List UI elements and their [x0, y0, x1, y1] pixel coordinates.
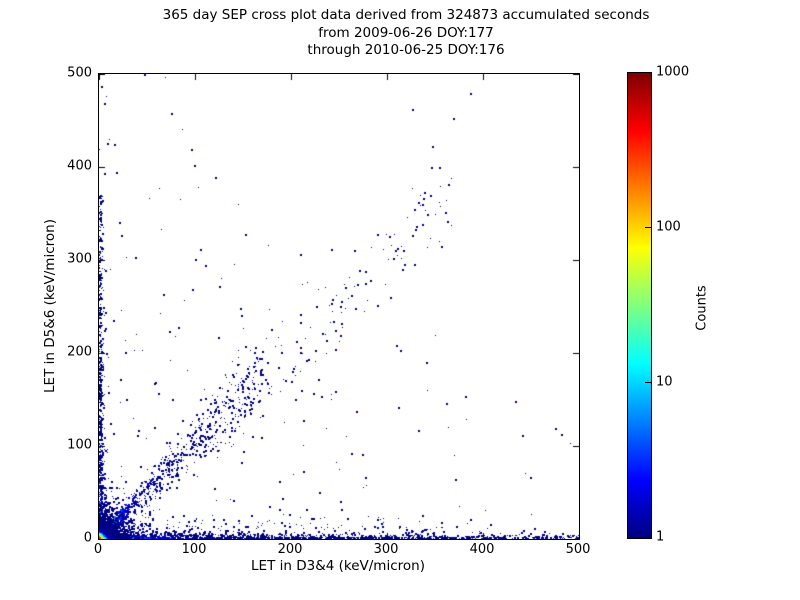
y-axis-label: LET in D5&6 (keV/micron) — [42, 219, 58, 393]
chart-title: 365 day SEP cross plot data derived from… — [12, 7, 800, 60]
colorbar-tick-label: 10 — [656, 374, 673, 390]
chart-title-line-2: from 2009-06-26 DOY:177 — [318, 24, 494, 41]
y-tick-label: 200 — [67, 344, 92, 360]
x-tick-label: 300 — [373, 542, 399, 557]
plot-area — [98, 73, 580, 540]
colorbar — [627, 72, 652, 539]
colorbar-tick-label: 1000 — [656, 64, 690, 80]
x-tick-label: 100 — [181, 542, 207, 557]
y-tick-label: 100 — [67, 437, 92, 453]
y-tick-label: 0 — [83, 530, 92, 546]
chart-title-line-1: 365 day SEP cross plot data derived from… — [162, 7, 650, 23]
x-tick-label: 200 — [277, 542, 303, 557]
colorbar-label: Counts — [694, 285, 710, 331]
chart-title-line-3: through 2010-06-25 DOY:176 — [307, 42, 505, 58]
colorbar-tick-label: 1 — [656, 529, 665, 545]
colorbar-tick-label: 100 — [656, 219, 681, 235]
x-axis-label: LET in D3&4 (keV/micron) — [251, 558, 425, 574]
colorbar-tick-mark — [645, 382, 651, 383]
y-tick-label: 300 — [67, 251, 92, 267]
x-tick-label: 400 — [469, 542, 495, 557]
y-tick-label: 500 — [67, 65, 92, 81]
scatter-canvas — [99, 74, 579, 539]
x-tick-label: 500 — [565, 542, 591, 557]
x-tick-label: 0 — [93, 542, 103, 557]
y-tick-label: 400 — [67, 158, 92, 174]
colorbar-tick-mark — [645, 227, 651, 228]
